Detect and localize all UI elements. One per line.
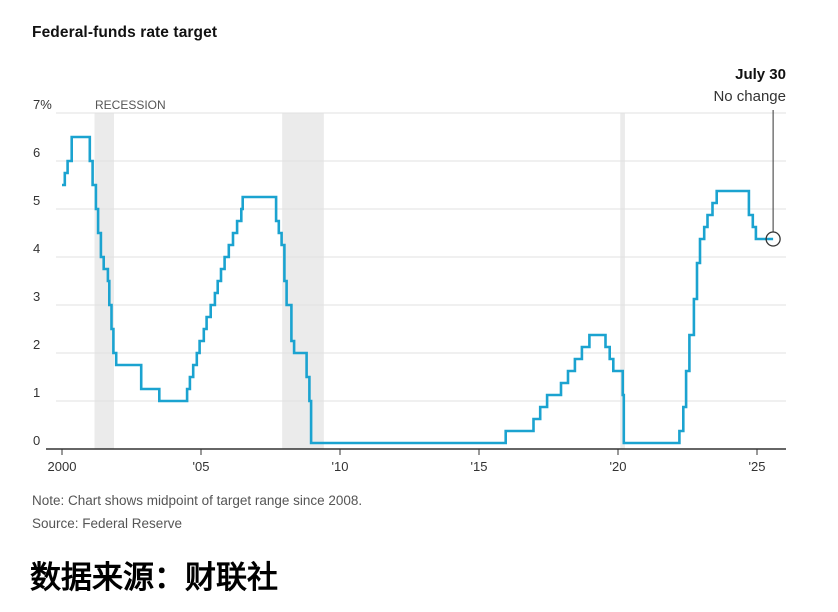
- annotation-text: No change: [713, 88, 786, 105]
- recession-label: RECESSION: [95, 98, 166, 112]
- chart-note: Note: Chart shows midpoint of target ran…: [32, 493, 363, 508]
- data-source-footer: 数据来源：财联社: [30, 560, 278, 596]
- fed-funds-rate-line: [62, 135, 774, 445]
- recession-band-3: [620, 113, 625, 449]
- x-tick-label-2000: 2000: [48, 459, 77, 474]
- x-tick-label-2010: '10: [332, 459, 349, 474]
- annotation-marker: [765, 231, 781, 247]
- y-tick-label-0: 0: [33, 433, 40, 448]
- y-tick-label-1: 1: [33, 385, 40, 400]
- recession-band-1: [94, 113, 114, 449]
- chart-title: Federal-funds rate target: [32, 24, 218, 41]
- x-tick-label-2025: '25: [749, 459, 766, 474]
- y-tick-label-7: 7%: [33, 97, 52, 112]
- chart-source: Source: Federal Reserve: [32, 516, 183, 531]
- x-tick-label-2020: '20: [610, 459, 627, 474]
- y-tick-label-5: 5: [33, 193, 40, 208]
- recession-band-2: [282, 113, 324, 449]
- x-tick-label-2005: '05: [193, 459, 210, 474]
- y-tick-label-6: 6: [33, 145, 40, 160]
- y-tick-label-4: 4: [33, 241, 40, 256]
- x-tick-label-2015: '15: [471, 459, 488, 474]
- annotation-title: July 30: [735, 66, 786, 83]
- y-tick-label-3: 3: [33, 289, 40, 304]
- y-tick-label-2: 2: [33, 337, 40, 352]
